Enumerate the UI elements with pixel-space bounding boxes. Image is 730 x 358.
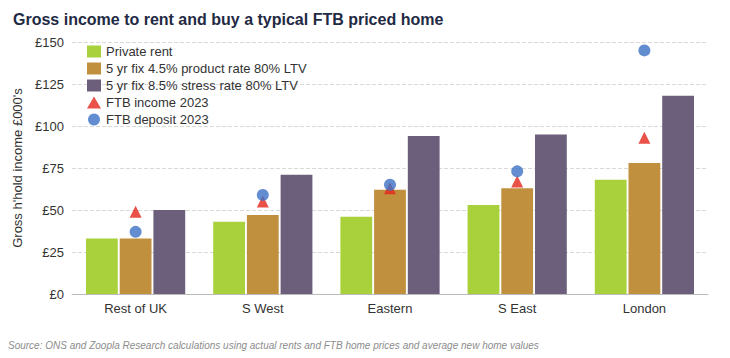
svg-text:£25: £25 [42, 245, 64, 260]
svg-text:£125: £125 [35, 77, 64, 92]
svg-text:£150: £150 [35, 35, 64, 50]
svg-text:London: London [623, 301, 666, 316]
svg-text:Rest of UK: Rest of UK [104, 301, 167, 316]
svg-text:Gross income to rent and buy a: Gross income to rent and buy a typical F… [13, 11, 443, 28]
svg-text:Gross h'hold income £000's: Gross h'hold income £000's [10, 88, 25, 248]
svg-text:S West: S West [242, 301, 284, 316]
svg-text:£75: £75 [42, 161, 64, 176]
svg-text:FTB income 2023: FTB income 2023 [106, 95, 209, 110]
svg-text:FTB deposit 2023: FTB deposit 2023 [106, 112, 209, 127]
svg-text:5 yr fix 8.5% stress rate 80%: 5 yr fix 8.5% stress rate 80% LTV [106, 78, 298, 93]
svg-text:£100: £100 [35, 119, 64, 134]
svg-text:5 yr fix 4.5% product rate 80%: 5 yr fix 4.5% product rate 80% LTV [106, 61, 307, 76]
svg-text:S East: S East [498, 301, 537, 316]
svg-text:Source: ONS and Zoopla Researc: Source: ONS and Zoopla Research calculat… [8, 340, 539, 351]
svg-text:£0: £0 [50, 287, 64, 302]
svg-text:£50: £50 [42, 203, 64, 218]
svg-text:Private rent: Private rent [106, 44, 173, 59]
svg-text:Eastern: Eastern [368, 301, 413, 316]
